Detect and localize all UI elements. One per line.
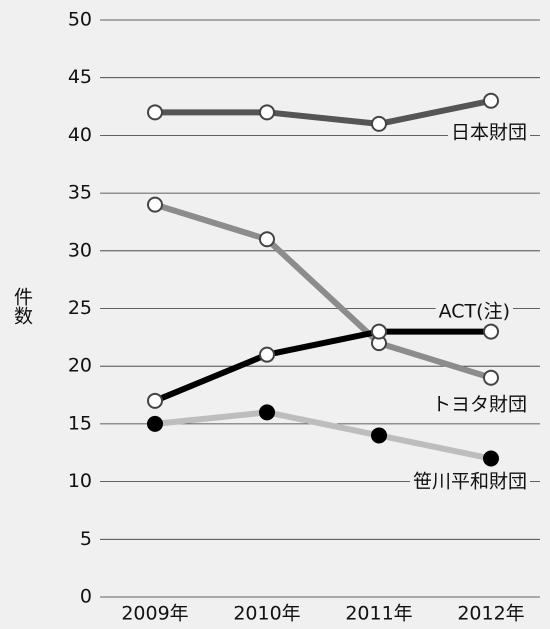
series-label: 笹川平和財団	[413, 471, 527, 493]
x-tick-label: 2011年	[345, 603, 412, 625]
point	[259, 231, 275, 248]
point	[483, 450, 499, 467]
y-tick-label: 45	[68, 66, 92, 88]
point	[483, 92, 499, 109]
label-bg	[435, 300, 513, 323]
point	[147, 196, 163, 213]
y-tick-label: 40	[68, 124, 92, 146]
point	[483, 369, 499, 386]
point	[483, 323, 499, 340]
point	[259, 104, 275, 121]
point	[147, 392, 163, 409]
point	[259, 404, 275, 421]
series-line	[154, 201, 492, 381]
point	[147, 415, 163, 432]
series-label: 日本財団	[451, 122, 527, 144]
label-bg	[409, 470, 530, 493]
point	[147, 104, 163, 121]
y-axis-label: 件数	[11, 287, 33, 325]
x-tick-label: 2009年	[121, 603, 188, 625]
y-tick-label: 20	[68, 355, 92, 377]
x-tick-label: 2010年	[233, 603, 300, 625]
y-tick-label: 25	[68, 297, 92, 319]
y-tick-label: 15	[68, 412, 92, 434]
point	[371, 323, 387, 340]
y-tick-label: 35	[68, 182, 92, 204]
label-bg	[447, 121, 530, 144]
y-tick-label: 0	[80, 586, 92, 608]
series-label: トヨタ財団	[432, 394, 527, 416]
point	[259, 346, 275, 363]
point	[371, 115, 387, 132]
y-tick-label: 30	[68, 239, 92, 261]
y-tick-label: 5	[80, 528, 92, 550]
label-bg	[428, 393, 530, 416]
y-tick-label: 10	[68, 470, 92, 492]
series-line	[153, 328, 491, 404]
series-line	[155, 97, 492, 127]
x-tick-label: 2012年	[457, 603, 524, 625]
y-tick-label: 50	[68, 9, 92, 31]
point	[371, 427, 387, 444]
series-label: ACT(注)	[439, 301, 510, 323]
series-line	[154, 409, 492, 462]
